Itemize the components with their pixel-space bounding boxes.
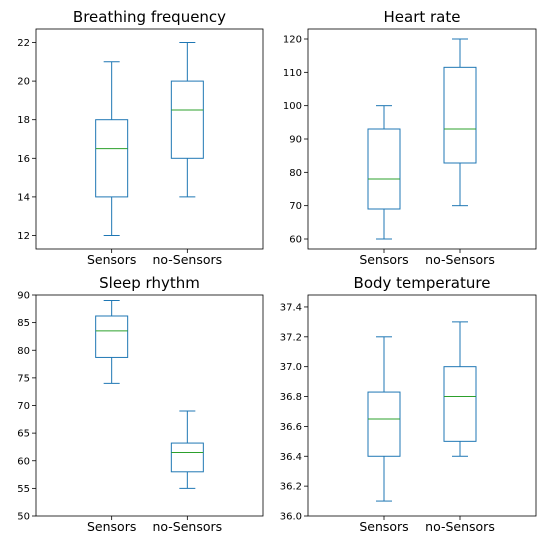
y-tick-label: 65 <box>17 429 30 440</box>
y-tick-label: 36.8 <box>280 392 302 403</box>
y-tick-label: 18 <box>17 115 30 126</box>
iqr-box <box>367 128 401 210</box>
iqr-box <box>443 66 477 164</box>
y-tick-label: 12 <box>17 231 30 242</box>
x-tick-label: no-Sensors <box>152 252 222 267</box>
iqr-box <box>443 366 477 442</box>
axes-frame <box>307 294 537 517</box>
y-tick-label: 50 <box>17 512 30 523</box>
x-tick-label: Sensors <box>359 519 408 534</box>
y-tick-label: 85 <box>17 318 30 329</box>
y-tick-label: 16 <box>17 154 30 165</box>
y-tick-label: 70 <box>289 201 302 212</box>
y-tick-label: 36.2 <box>280 482 302 493</box>
y-tick-label: 60 <box>289 235 302 246</box>
y-tick-label: 60 <box>17 456 30 467</box>
x-tick-label: Sensors <box>87 252 136 267</box>
box-no-sensors <box>170 42 204 198</box>
y-tick-label: 14 <box>17 192 30 203</box>
x-tick-label: Sensors <box>87 519 136 534</box>
y-tick-label: 36.6 <box>280 422 302 433</box>
y-tick-label: 37.2 <box>280 332 302 343</box>
chart-panel-2: Heart rate 60 70 80 90 100 110 120 Sensors no-Sen… <box>283 8 537 267</box>
axes-frame <box>307 28 537 250</box>
y-tick-label: 80 <box>289 168 302 179</box>
chart-panel-1: Breathing frequency 12 14 16 18 20 22 Sensors no… <box>17 8 264 267</box>
y-tick-label: 100 <box>283 101 302 112</box>
box-no-sensors <box>443 38 477 207</box>
iqr-box <box>367 391 401 457</box>
y-tick-label: 110 <box>283 68 302 79</box>
box-sensors <box>367 105 401 240</box>
box-sensors <box>95 300 129 384</box>
y-tick-label: 90 <box>289 135 302 146</box>
iqr-box <box>95 315 129 358</box>
y-tick-label: 70 <box>17 401 30 412</box>
x-tick-label: no-Sensors <box>425 519 495 534</box>
x-tick-label: Sensors <box>359 252 408 267</box>
x-tick-label: no-Sensors <box>152 519 222 534</box>
axes-frame <box>35 28 264 250</box>
y-tick-label: 36.0 <box>280 512 302 523</box>
y-tick-label: 120 <box>283 35 302 46</box>
box-no-sensors <box>443 321 477 457</box>
y-tick-label: 55 <box>17 484 30 495</box>
chart-title: Body temperature <box>354 274 491 292</box>
x-tick-label: no-Sensors <box>425 252 495 267</box>
chart-title: Heart rate <box>384 8 461 26</box>
y-tick-label: 90 <box>17 291 30 302</box>
iqr-box <box>170 442 204 473</box>
y-tick-label: 20 <box>17 77 30 88</box>
chart-panel-4: Body temperature 36.0 36.2 36.4 36.6 36.8 37.0… <box>280 274 537 534</box>
iqr-box <box>170 80 204 159</box>
y-tick-label: 36.4 <box>280 452 302 463</box>
y-tick-label: 80 <box>17 346 30 357</box>
box-sensors <box>95 61 129 236</box>
axes-frame <box>35 294 264 517</box>
box-sensors <box>367 336 401 502</box>
y-tick-label: 75 <box>17 373 30 384</box>
chart-title: Sleep rhythm <box>99 274 200 292</box>
y-tick-label: 37.0 <box>280 362 302 373</box>
chart-title: Breathing frequency <box>73 8 226 26</box>
box-no-sensors <box>170 410 204 489</box>
y-tick-label: 37.4 <box>280 302 302 313</box>
chart-panel-3: Sleep rhythm 50 55 60 65 70 75 80 85 90 Sensors no-… <box>17 274 264 534</box>
y-tick-label: 22 <box>17 38 30 49</box>
iqr-box <box>95 119 129 198</box>
